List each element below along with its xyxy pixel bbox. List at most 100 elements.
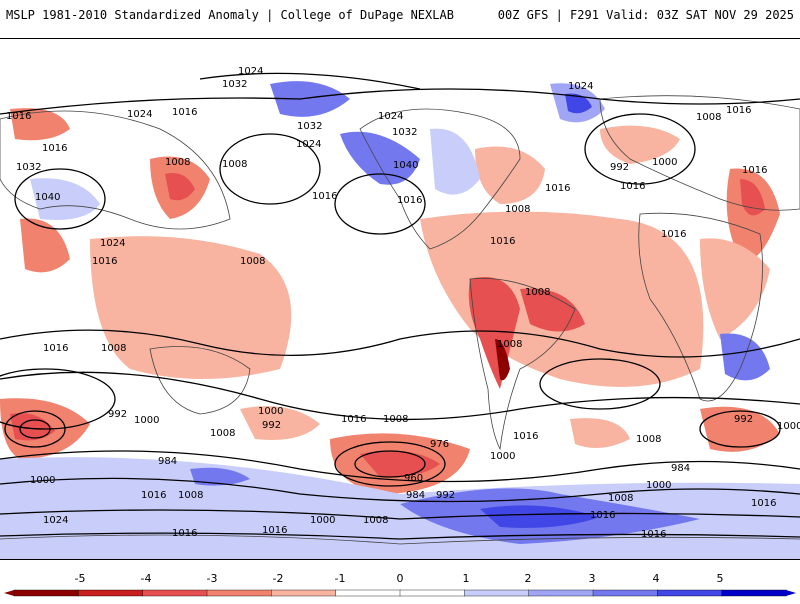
isobar-label: 1008 xyxy=(363,515,388,526)
anomaly-region xyxy=(468,277,520,389)
isobar-label: 1016 xyxy=(172,107,197,118)
isobar-label: 1016 xyxy=(742,165,767,176)
isobar-label: 1016 xyxy=(545,183,570,194)
colorbar-tick-label: -1 xyxy=(335,572,346,585)
antarctica-outline xyxy=(0,534,800,545)
colorbar-swatch xyxy=(657,589,723,597)
isobar-label: 1008 xyxy=(210,428,235,439)
isobar-label: 1008 xyxy=(178,490,203,501)
isobar-label: 1008 xyxy=(636,434,661,445)
north-america-outline xyxy=(359,108,521,250)
high-pressure-contour xyxy=(584,113,696,185)
isobar-label: 1016 xyxy=(590,510,615,521)
isobar-label: 1000 xyxy=(646,480,671,491)
isobar-label: 1008 xyxy=(165,157,190,168)
low-pressure-contour xyxy=(334,441,446,487)
colorbar-tick-label: 5 xyxy=(717,572,724,585)
colorbar-tick-label: 2 xyxy=(525,572,532,585)
colorbar-tick-label: -3 xyxy=(207,572,218,585)
isobar-label: 1016 xyxy=(312,191,337,202)
anomaly-region xyxy=(520,288,585,332)
map-canvas: 1024 1032 1016 1024 1032 1024 1032 1024 … xyxy=(0,66,800,559)
low-pressure-contour xyxy=(4,410,66,448)
isobar-label: 1016 xyxy=(43,343,68,354)
isobar-label: 1008 xyxy=(525,287,550,298)
anomaly-region xyxy=(30,178,100,220)
isobar-label: 992 xyxy=(734,414,753,425)
isobar-label: 1008 xyxy=(608,493,633,504)
colorbar-tick-label: -4 xyxy=(141,572,152,585)
anomaly-region xyxy=(565,93,592,114)
isobar-contour xyxy=(0,477,800,503)
isobar-label: 1000 xyxy=(490,451,515,462)
high-pressure-contour xyxy=(539,358,661,410)
isobar-label: 1016 xyxy=(172,528,197,539)
isobar-label: 1024 xyxy=(296,139,321,150)
isobar-label: 1000 xyxy=(30,475,55,486)
colorbar-min-arrow xyxy=(4,590,14,596)
colorbar-swatch xyxy=(142,589,208,597)
south-america-outline xyxy=(469,278,576,451)
colorbar-swatch xyxy=(721,589,787,597)
colorbar-tick-label: -5 xyxy=(75,572,86,585)
isobar-label: 1016 xyxy=(42,143,67,154)
anomaly-region xyxy=(430,128,480,195)
isobar-label: 1008 xyxy=(240,256,265,267)
anomaly-region xyxy=(90,236,292,379)
isobar-contour xyxy=(0,329,800,358)
colorbar: -5 -4 -3 -2 -1 0 1 2 3 4 5 xyxy=(0,570,800,600)
isobar-label: 1016 xyxy=(490,236,515,247)
low-pressure-contour xyxy=(699,410,781,448)
colorbar-ticks: -5 -4 -3 -2 -1 0 1 2 3 4 5 xyxy=(75,572,724,585)
negative-anomaly-fill xyxy=(0,108,780,494)
anomaly-region xyxy=(700,406,780,452)
isobar-label: 1016 xyxy=(141,490,166,501)
anomaly-region xyxy=(10,108,70,141)
isobar-label: 1000 xyxy=(134,415,159,426)
colorbar-swatch xyxy=(464,589,530,597)
isobar-label: 1032 xyxy=(16,162,41,173)
isobar-label: 1008 xyxy=(505,204,530,215)
isobar-label: 1016 xyxy=(92,256,117,267)
low-pressure-contour xyxy=(354,450,426,478)
isobar-label: 1016 xyxy=(751,498,776,509)
isobar-label: 1008 xyxy=(383,414,408,425)
anomaly-region xyxy=(20,218,70,273)
isobar-label: 992 xyxy=(436,490,455,501)
australia-outline xyxy=(149,346,251,415)
high-pressure-contour xyxy=(14,168,106,230)
isobar-label: 1016 xyxy=(661,229,686,240)
isobars xyxy=(0,72,800,540)
colorbar-tick-label: 0 xyxy=(397,572,404,585)
isobar-label: 1016 xyxy=(397,195,422,206)
isobar-label: 1008 xyxy=(696,112,721,123)
anomaly-region xyxy=(495,339,510,381)
isobar-label: 976 xyxy=(430,439,449,450)
isobar-label: 1008 xyxy=(101,343,126,354)
isobar-label: 1024 xyxy=(378,111,403,122)
colorbar-tick-label: 3 xyxy=(589,572,596,585)
isobar-label: 1000 xyxy=(310,515,335,526)
colorbar-swatch xyxy=(13,589,80,597)
isobar-contour xyxy=(0,509,800,520)
isobar-label: 992 xyxy=(610,162,629,173)
colorbar-svg: -5 -4 -3 -2 -1 0 1 2 3 4 5 xyxy=(4,572,796,597)
anomaly-region xyxy=(480,505,600,528)
isobar-label: 1024 xyxy=(568,81,593,92)
anomaly-region xyxy=(600,125,680,164)
isobar-label: 1016 xyxy=(641,529,666,540)
anomaly-region xyxy=(190,467,250,486)
isobar-label: 984 xyxy=(406,490,425,501)
isobar-label: 1000 xyxy=(652,157,677,168)
africa-outline xyxy=(638,212,763,402)
isobar-label: 1040 xyxy=(393,160,418,171)
isobar-label: 1032 xyxy=(222,79,247,90)
isobar-label: 1016 xyxy=(620,181,645,192)
isobar-label: 1000 xyxy=(777,421,800,432)
isobar-label: 992 xyxy=(108,409,127,420)
anomaly-map[interactable]: 1024 1032 1016 1024 1032 1024 1032 1024 … xyxy=(0,38,800,560)
high-pressure-contour xyxy=(219,133,321,205)
anomaly-region xyxy=(570,418,630,448)
colorbar-tick-label: -2 xyxy=(273,572,284,585)
isobar-contour xyxy=(0,532,800,540)
